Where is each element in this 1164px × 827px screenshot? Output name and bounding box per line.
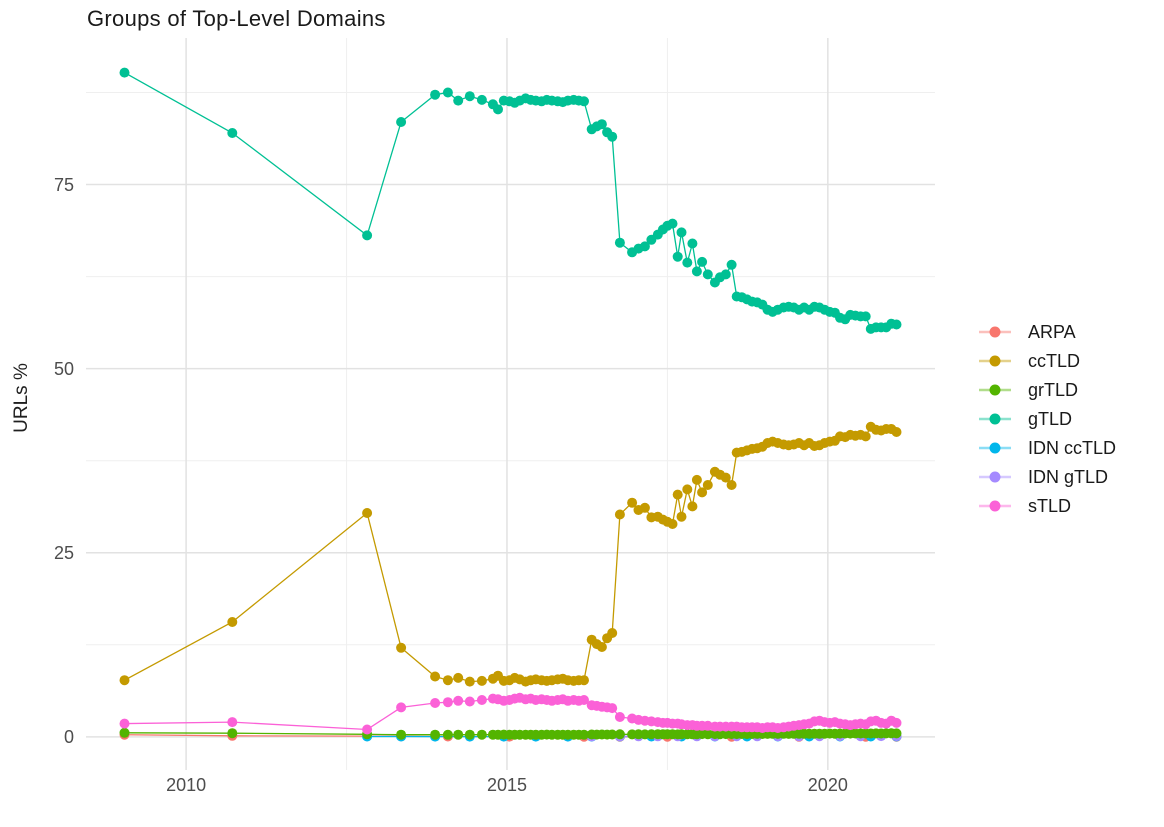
legend-key-stld-icon <box>979 500 1011 512</box>
legend: ARPA ccTLD grTLD gTLD IDN ccTLD IDN gTLD… <box>977 322 1116 516</box>
chart-title: Groups of Top-Level Domains <box>87 6 386 31</box>
x-tick-label-2020: 2020 <box>807 775 848 795</box>
x-tick-label-2015: 2015 <box>486 775 527 795</box>
legend-item-idn-gtld: IDN gTLD <box>977 467 1116 487</box>
legend-item-grtld: grTLD <box>977 380 1116 400</box>
legend-item-cctld: ccTLD <box>977 351 1116 371</box>
y-tick-label-50: 50 <box>53 358 74 379</box>
legend-item-arpa: ARPA <box>977 322 1116 342</box>
legend-key-arpa-icon <box>979 326 1011 338</box>
legend-label-arpa: ARPA <box>1028 321 1076 342</box>
legend-label-grtld: grTLD <box>1028 379 1079 400</box>
legend-item-idn-cctld: IDN ccTLD <box>977 438 1116 458</box>
x-tick-label-2010: 2010 <box>166 775 207 795</box>
y-tick-label-0: 0 <box>63 726 74 747</box>
legend-key-gtld-icon <box>979 413 1011 425</box>
legend-label-gtld: gTLD <box>1028 408 1073 429</box>
legend-item-gtld: gTLD <box>977 409 1116 429</box>
legend-label-stld: sTLD <box>1028 495 1072 516</box>
legend-key-grtld-icon <box>979 384 1011 396</box>
legend-key-idn-gtld-icon <box>979 471 1011 483</box>
y-tick-label-25: 25 <box>53 542 74 563</box>
legend-label-idn-cctld: IDN ccTLD <box>1028 437 1117 458</box>
legend-label-idn-gtld: IDN gTLD <box>1028 466 1109 487</box>
legend-key-idn-cctld-icon <box>979 442 1011 454</box>
legend-label-cctld: ccTLD <box>1028 350 1081 371</box>
y-tick-label-75: 75 <box>53 174 74 195</box>
legend-key-cctld-icon <box>979 355 1011 367</box>
legend-item-stld: sTLD <box>977 496 1116 516</box>
